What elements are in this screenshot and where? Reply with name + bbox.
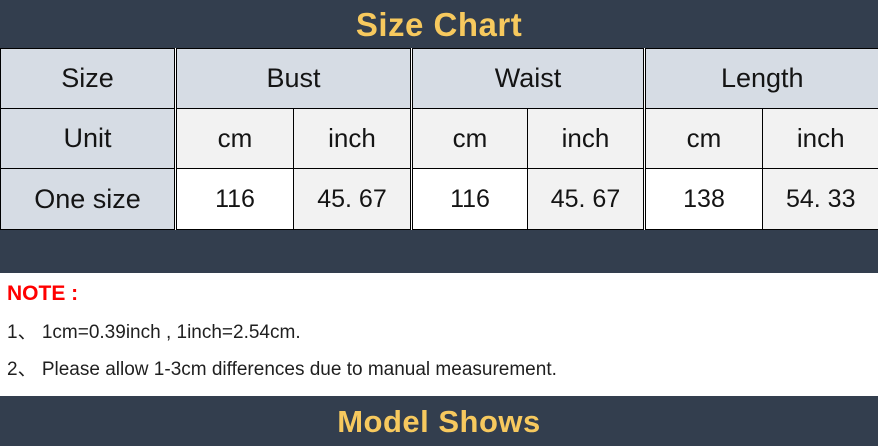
model-shows-title: Model Shows: [337, 403, 541, 439]
header-cell-length: Length: [643, 48, 878, 109]
header-cell-size: Size: [0, 48, 176, 109]
value-waist-inch: 45. 67: [527, 168, 645, 230]
value-bust-inch: 45. 67: [293, 168, 412, 230]
model-shows-band: Model Shows: [0, 396, 878, 446]
note-item-1: 1、 1cm=0.39inch , 1inch=2.54cm.: [7, 322, 301, 343]
divider-band: [0, 230, 878, 273]
unit-cell-length-inch: inch: [762, 108, 878, 169]
data-row-label: One size: [0, 168, 176, 230]
note-item-2: 2、 Please allow 1-3cm differences due to…: [7, 359, 557, 380]
note-heading: NOTE :: [7, 282, 79, 305]
unit-cell-waist-cm: cm: [410, 108, 528, 169]
value-length-cm: 138: [643, 168, 763, 230]
unit-cell-bust-inch: inch: [293, 108, 412, 169]
value-length-inch: 54. 33: [762, 168, 878, 230]
header-cell-bust: Bust: [174, 48, 412, 109]
size-chart-title: Size Chart: [355, 5, 523, 43]
table-data-row: One size 116 45. 67 116 45. 67 138 54. 3…: [0, 168, 878, 230]
header-cell-waist: Waist: [410, 48, 645, 109]
notes-section: NOTE : 1、 1cm=0.39inch , 1inch=2.54cm. 2…: [0, 283, 878, 382]
unit-cell-length-cm: cm: [643, 108, 763, 169]
table-header-row: Size Bust Waist Length: [0, 48, 878, 109]
unit-row-label: Unit: [0, 108, 176, 169]
unit-cell-bust-cm: cm: [174, 108, 294, 169]
table-unit-row: Unit cm inch cm inch cm inch: [0, 108, 878, 169]
value-waist-cm: 116: [410, 168, 528, 230]
unit-cell-waist-inch: inch: [527, 108, 645, 169]
value-bust-cm: 116: [174, 168, 294, 230]
size-table: Size Bust Waist Length Unit cm inch cm i…: [0, 48, 878, 230]
size-chart-header-band: Size Chart: [0, 0, 878, 48]
